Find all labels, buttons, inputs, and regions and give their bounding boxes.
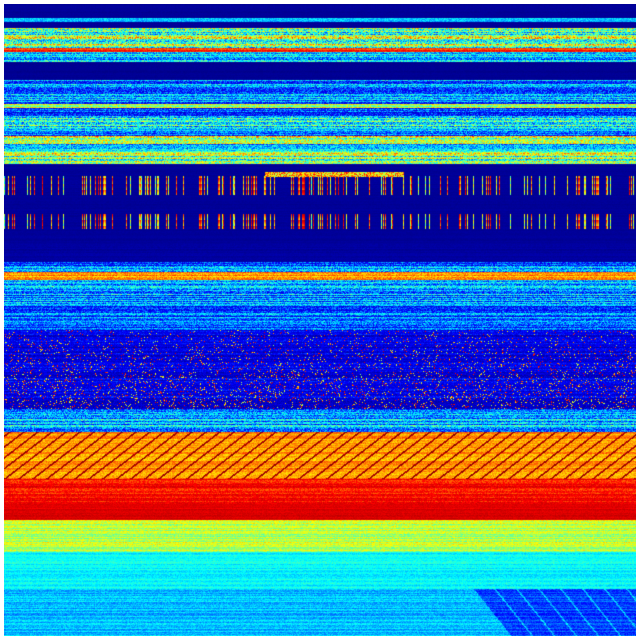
spectrogram-canvas bbox=[4, 4, 636, 636]
spectrogram-image bbox=[4, 4, 636, 636]
